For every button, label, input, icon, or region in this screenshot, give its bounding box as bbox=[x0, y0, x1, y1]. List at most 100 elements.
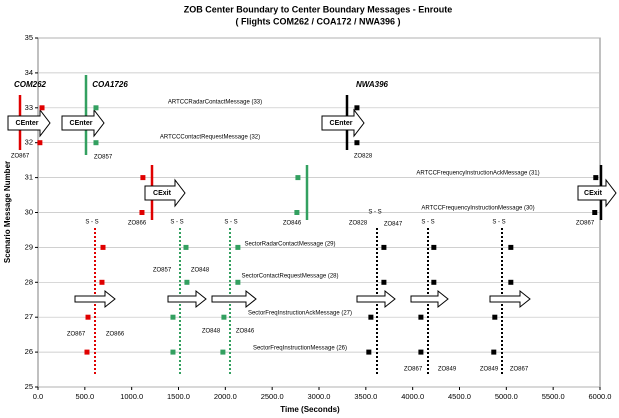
series-label: COA1726 bbox=[92, 80, 128, 89]
point bbox=[354, 140, 360, 146]
arrow bbox=[577, 178, 617, 208]
point bbox=[593, 175, 599, 181]
annotations: COM262 COA1726 NWA396 ARTCCRadarContactMess… bbox=[11, 80, 603, 372]
chart-subtitle: ( Flights COM262 / COA172 / NWA396 ) bbox=[235, 16, 400, 26]
point bbox=[368, 314, 374, 320]
point bbox=[37, 140, 43, 146]
y-tick-label: 29 bbox=[25, 242, 33, 251]
x-axis-label: Time (Seconds) bbox=[280, 405, 340, 414]
x-tick-label: 0.0 bbox=[33, 392, 43, 401]
x-tick-label: 500.0 bbox=[75, 392, 94, 401]
annotation: SectorRadarContactMessage (29) bbox=[244, 242, 335, 248]
annotation: ZO828 bbox=[354, 154, 373, 160]
annotation: ZO857 bbox=[153, 268, 172, 274]
point bbox=[492, 314, 498, 320]
point bbox=[170, 314, 176, 320]
boundary-shapes bbox=[7, 75, 617, 376]
point bbox=[418, 349, 424, 355]
x-tick-label: 5500.0 bbox=[542, 392, 565, 401]
y-tick-label: 31 bbox=[25, 173, 33, 182]
point bbox=[93, 105, 99, 111]
annotation: ARTCCFrequencyInstructionMessage (30) bbox=[421, 206, 534, 212]
x-tick-label: 3000.0 bbox=[308, 392, 331, 401]
annotation: CEnter bbox=[16, 120, 39, 127]
y-tick-label: 27 bbox=[25, 312, 33, 321]
y-axis-label: Scenario Message Number bbox=[3, 161, 12, 263]
arrow bbox=[410, 289, 449, 309]
point bbox=[431, 244, 437, 250]
y-tick-label: 30 bbox=[25, 207, 33, 216]
annotation: S - S bbox=[85, 220, 98, 226]
point bbox=[592, 210, 598, 215]
point bbox=[366, 349, 372, 355]
point bbox=[508, 279, 514, 285]
point bbox=[491, 349, 497, 355]
x-tick-label: 2000.0 bbox=[214, 392, 237, 401]
x-tick-label: 5000.0 bbox=[495, 392, 518, 401]
point bbox=[235, 279, 241, 285]
annotation: SectorFreqInstructionAckMessage (27) bbox=[248, 311, 352, 317]
annotation: ZO867 bbox=[404, 367, 423, 373]
point bbox=[184, 279, 190, 285]
grid: 25 26 27 28 29 30 31 32 33 34 35 0.0 500.0 1000.0 1500… bbox=[25, 33, 612, 401]
point bbox=[99, 279, 105, 285]
annotation: ZO846 bbox=[236, 329, 255, 335]
y-tick-label: 33 bbox=[25, 103, 33, 112]
annotation: ZO867 bbox=[67, 332, 86, 338]
y-tick-label: 35 bbox=[25, 33, 33, 42]
point bbox=[418, 314, 424, 320]
arrow bbox=[489, 289, 531, 309]
y-tick-label: 34 bbox=[25, 68, 33, 77]
arrow bbox=[211, 289, 257, 309]
point bbox=[508, 244, 514, 250]
annotation: ZO867 bbox=[510, 367, 529, 373]
annotation: ARTCCContactRequestMessage (32) bbox=[160, 135, 260, 141]
annotation: ZO849 bbox=[438, 367, 457, 373]
annotation: S - S bbox=[170, 220, 183, 226]
point bbox=[220, 349, 226, 355]
arrow bbox=[74, 289, 116, 309]
annotation: ZO848 bbox=[202, 329, 221, 335]
annotation: CExit bbox=[153, 190, 172, 197]
annotation: ZO866 bbox=[106, 332, 125, 338]
point bbox=[381, 244, 387, 250]
annotation: ZO828 bbox=[349, 221, 368, 227]
annotation: ZO867 bbox=[11, 154, 30, 160]
series-label: COM262 bbox=[14, 80, 47, 89]
point bbox=[294, 210, 300, 215]
annotation: CExit bbox=[584, 190, 603, 197]
y-tick-label: 32 bbox=[25, 138, 33, 147]
annotation: S - S bbox=[492, 220, 505, 226]
annotation: CEnter bbox=[330, 120, 353, 127]
point bbox=[100, 244, 106, 250]
x-tick-label: 3500.0 bbox=[354, 392, 377, 401]
annotation: S - S bbox=[368, 210, 381, 216]
point bbox=[295, 175, 301, 181]
annotation: CEnter bbox=[70, 120, 93, 127]
arrow bbox=[144, 178, 186, 208]
x-tick-label: 2500.0 bbox=[261, 392, 284, 401]
arrow bbox=[321, 108, 365, 138]
point bbox=[431, 279, 437, 285]
point bbox=[84, 349, 90, 355]
annotation: ZO857 bbox=[94, 155, 113, 161]
annotation: ARTCCRadarContactMessage (33) bbox=[168, 100, 262, 106]
annotation: ZO867 bbox=[576, 221, 595, 227]
annotation: ZO847 bbox=[384, 222, 403, 228]
x-tick-label: 1500.0 bbox=[167, 392, 190, 401]
annotation: SectorFreqInstructionMessage (26) bbox=[253, 346, 347, 352]
annotation: ZO866 bbox=[128, 221, 147, 227]
point bbox=[39, 105, 45, 111]
point bbox=[183, 244, 189, 250]
point bbox=[221, 314, 227, 320]
arrow bbox=[61, 108, 105, 138]
y-tick-label: 26 bbox=[25, 347, 33, 356]
chart-title: ZOB Center Boundary to Center Boundary M… bbox=[184, 4, 453, 14]
annotation: ZO846 bbox=[283, 221, 302, 227]
point bbox=[140, 175, 146, 181]
point bbox=[85, 314, 91, 320]
annotation: ZO849 bbox=[480, 367, 499, 373]
point bbox=[93, 140, 99, 146]
arrow bbox=[7, 108, 51, 138]
